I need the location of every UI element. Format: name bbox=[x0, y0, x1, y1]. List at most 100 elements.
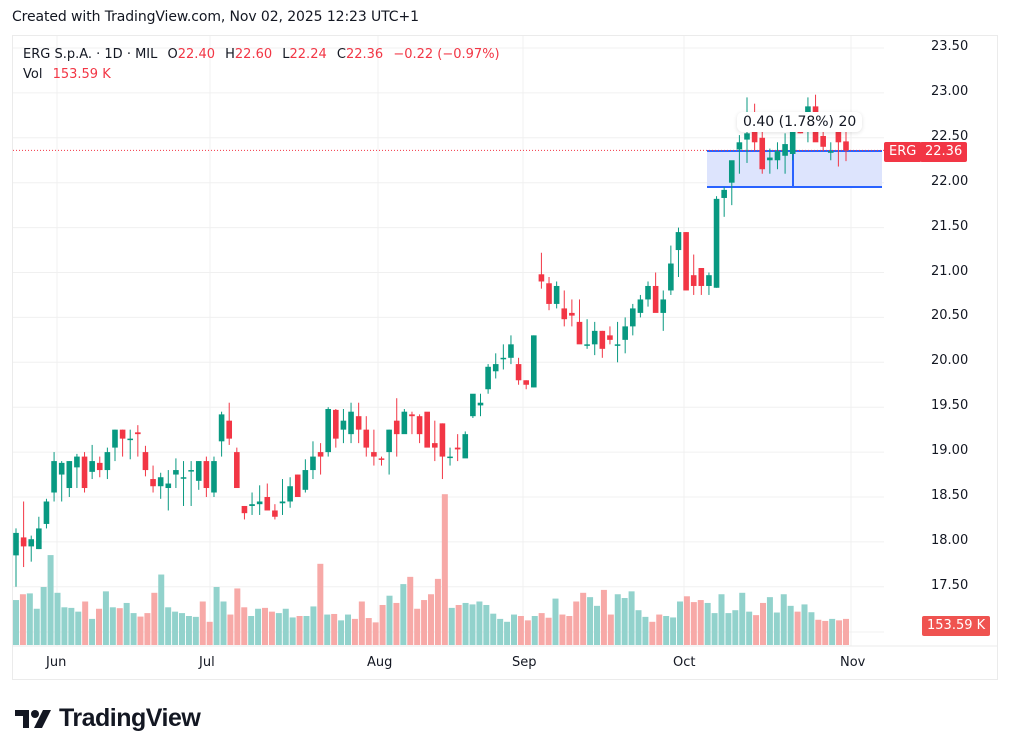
candle-body[interactable] bbox=[660, 299, 667, 313]
candle-body[interactable] bbox=[470, 393, 476, 417]
candle-body[interactable] bbox=[820, 136, 826, 147]
candle-body[interactable] bbox=[492, 364, 499, 372]
candle-body[interactable] bbox=[569, 312, 575, 316]
candle-body[interactable] bbox=[668, 263, 674, 291]
tradingview-logo[interactable]: TradingView bbox=[15, 704, 201, 733]
candle-body[interactable] bbox=[629, 308, 636, 327]
candle-body[interactable] bbox=[744, 133, 750, 140]
candle-body[interactable] bbox=[728, 160, 735, 183]
candle-body[interactable] bbox=[432, 443, 438, 448]
candle-body[interactable] bbox=[767, 157, 773, 161]
candle-body[interactable] bbox=[81, 456, 88, 489]
candle-body[interactable] bbox=[142, 452, 149, 471]
candle-body[interactable] bbox=[119, 429, 126, 439]
candle-body[interactable] bbox=[835, 130, 842, 143]
candle-body[interactable] bbox=[439, 423, 446, 457]
candle-body[interactable] bbox=[165, 483, 172, 489]
candle-body[interactable] bbox=[127, 438, 134, 441]
candle-body[interactable] bbox=[36, 528, 42, 550]
candle-body[interactable] bbox=[515, 364, 522, 381]
candle-body[interactable] bbox=[538, 274, 545, 282]
candle-body[interactable] bbox=[13, 532, 19, 556]
candle-body[interactable] bbox=[371, 452, 377, 457]
candle-body[interactable] bbox=[302, 470, 309, 490]
candle-body[interactable] bbox=[226, 420, 233, 439]
candle-body[interactable] bbox=[607, 335, 613, 340]
candle-body[interactable] bbox=[272, 510, 278, 517]
candle-body[interactable] bbox=[561, 308, 568, 320]
candle-body[interactable] bbox=[203, 461, 210, 489]
candle-body[interactable] bbox=[256, 501, 263, 505]
candle-body[interactable] bbox=[424, 411, 430, 448]
candle-body[interactable] bbox=[287, 486, 293, 502]
candle-body[interactable] bbox=[211, 461, 217, 493]
candle-body[interactable] bbox=[135, 432, 141, 435]
candle-body[interactable] bbox=[789, 130, 796, 154]
candle-body[interactable] bbox=[89, 461, 95, 472]
candle-body[interactable] bbox=[508, 344, 514, 358]
candle-body[interactable] bbox=[234, 452, 240, 489]
candle-body[interactable] bbox=[51, 461, 57, 493]
candle-body[interactable] bbox=[317, 452, 324, 457]
candle-body[interactable] bbox=[576, 321, 583, 345]
candle-body[interactable] bbox=[157, 477, 164, 487]
candle-body[interactable] bbox=[249, 504, 255, 506]
candle-body[interactable] bbox=[112, 429, 118, 448]
candle-body[interactable] bbox=[279, 501, 286, 504]
candle-body[interactable] bbox=[614, 344, 621, 346]
candle-body[interactable] bbox=[706, 275, 712, 286]
candle-body[interactable] bbox=[150, 479, 156, 487]
candle-body[interactable] bbox=[462, 434, 469, 459]
candle-body[interactable] bbox=[195, 461, 202, 481]
candle-body[interactable] bbox=[74, 456, 80, 468]
candle-body[interactable] bbox=[523, 380, 529, 385]
candle-body[interactable] bbox=[294, 474, 301, 497]
candle-body[interactable] bbox=[333, 409, 339, 439]
candle-body[interactable] bbox=[477, 402, 484, 406]
candle-body[interactable] bbox=[96, 462, 103, 471]
candle-body[interactable] bbox=[188, 470, 194, 472]
candle-body[interactable] bbox=[386, 429, 392, 453]
candle-body[interactable] bbox=[500, 357, 507, 360]
candle-body[interactable] bbox=[325, 408, 332, 453]
candle-body[interactable] bbox=[546, 283, 552, 304]
candle-body[interactable] bbox=[591, 330, 598, 345]
candle-body[interactable] bbox=[698, 268, 705, 286]
candle-body[interactable] bbox=[310, 456, 316, 471]
candle-body[interactable] bbox=[416, 416, 423, 435]
measure-rect[interactable] bbox=[707, 151, 882, 187]
candle-body[interactable] bbox=[393, 420, 400, 435]
candle-body[interactable] bbox=[66, 461, 73, 489]
candle-body[interactable] bbox=[241, 505, 248, 514]
candle-body[interactable] bbox=[736, 142, 743, 150]
candle-body[interactable] bbox=[173, 470, 179, 475]
candle-body[interactable] bbox=[774, 151, 781, 161]
candle-body[interactable] bbox=[409, 414, 415, 417]
candle-body[interactable] bbox=[340, 420, 347, 430]
candle-body[interactable] bbox=[20, 537, 27, 547]
candle-body[interactable] bbox=[485, 366, 491, 390]
candle-body[interactable] bbox=[378, 458, 385, 460]
candle-body[interactable] bbox=[637, 299, 644, 313]
candle-body[interactable] bbox=[645, 285, 651, 300]
candle-body[interactable] bbox=[843, 141, 849, 151]
candle-body[interactable] bbox=[713, 198, 720, 288]
candle-body[interactable] bbox=[683, 232, 689, 291]
candle-body[interactable] bbox=[530, 335, 537, 388]
candle-body[interactable] bbox=[180, 477, 187, 479]
candle-body[interactable] bbox=[401, 411, 408, 435]
candle-body[interactable] bbox=[721, 189, 727, 198]
candle-body[interactable] bbox=[43, 501, 50, 524]
candle-body[interactable] bbox=[675, 232, 682, 251]
candle-body[interactable] bbox=[104, 452, 111, 471]
candle-body[interactable] bbox=[355, 416, 362, 430]
candle-body[interactable] bbox=[622, 326, 628, 340]
candle-body[interactable] bbox=[827, 151, 834, 153]
candle-body[interactable] bbox=[264, 497, 271, 511]
candle-body[interactable] bbox=[553, 285, 560, 304]
candle-body[interactable] bbox=[363, 429, 370, 448]
candle-body[interactable] bbox=[759, 137, 766, 170]
candle-body[interactable] bbox=[599, 330, 606, 349]
candle-body[interactable] bbox=[348, 411, 354, 435]
